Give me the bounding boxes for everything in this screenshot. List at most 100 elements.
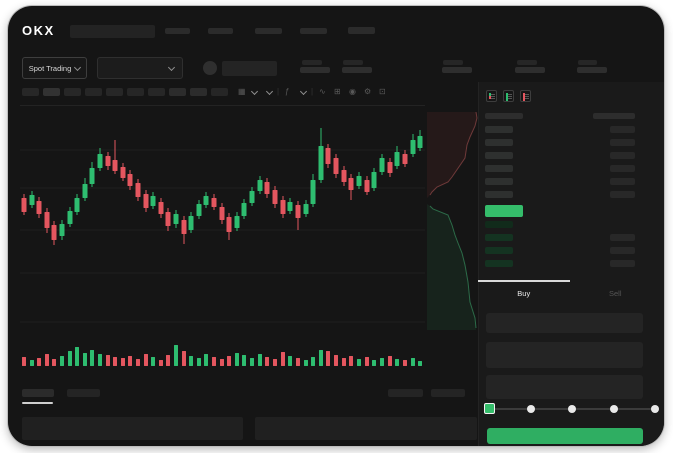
timeframe-button[interactable] <box>64 88 81 96</box>
timeframe-button[interactable] <box>85 88 102 96</box>
okx-logo[interactable]: OKX <box>22 23 55 38</box>
fullscreen-icon[interactable]: ⊡ <box>379 87 386 96</box>
candlestick-chart[interactable] <box>20 110 425 330</box>
slider-stop-dot[interactable] <box>609 405 618 413</box>
orderbook-header-block <box>593 113 635 119</box>
toolbar-divider: | <box>277 87 280 96</box>
bid-row-price-block[interactable] <box>485 247 513 254</box>
timeframe-button[interactable] <box>169 88 186 96</box>
nav-menu-item[interactable] <box>300 28 327 34</box>
indicators-icon[interactable]: ƒ <box>285 87 290 96</box>
bid-row-price-block[interactable] <box>485 234 513 241</box>
volume-chart <box>22 345 422 366</box>
bid-row-amount-block[interactable] <box>610 260 635 267</box>
chevron-down-icon <box>265 87 274 96</box>
bid-row-price-block[interactable] <box>485 221 513 228</box>
slider-stop-dot[interactable] <box>651 405 659 413</box>
chart-type-icon[interactable]: ▦ <box>238 87 246 96</box>
tab-sell[interactable]: Sell <box>608 288 622 298</box>
bottom-tab-block[interactable] <box>67 389 100 397</box>
market-type-selector[interactable]: Spot Trading <box>22 57 87 79</box>
timeframe-button[interactable] <box>106 88 123 96</box>
camera-snapshot-icon[interactable]: ◉ <box>349 87 356 96</box>
bid-row-amount-block[interactable] <box>610 234 635 241</box>
ask-row-amount-block[interactable] <box>610 152 635 159</box>
interval-caret-icon[interactable] <box>265 86 274 98</box>
orderbook-buys-view-icon[interactable] <box>503 90 514 102</box>
toolbar-divider-line <box>20 105 425 106</box>
order-form-field[interactable] <box>486 342 643 368</box>
bottom-tab-block[interactable] <box>388 389 423 397</box>
timeframe-button[interactable] <box>22 88 39 96</box>
timeframe-button[interactable] <box>211 88 228 96</box>
nav-menu-item[interactable] <box>348 27 375 34</box>
ticker-stat-block <box>342 67 372 73</box>
tab-buy[interactable]: Buy <box>517 288 531 298</box>
user-label-block <box>222 61 277 76</box>
bottom-tab-block[interactable] <box>22 389 54 397</box>
nav-menu-item[interactable] <box>165 28 190 34</box>
avatar[interactable] <box>203 61 217 75</box>
ticker-stat-block <box>442 67 472 73</box>
app-window: OKX Spot Trading Buy Sell ▦ | ƒ | ∿ ⊞ ◉ ⚙ ⊡ <box>8 6 664 446</box>
ticker-stat-block <box>515 67 545 73</box>
ask-row-price-block[interactable] <box>485 152 513 159</box>
depth-chart[interactable] <box>427 112 478 330</box>
ticker-stat-block <box>302 60 322 65</box>
nav-menu-item[interactable] <box>255 28 282 34</box>
bottom-tab-active-indicator <box>22 402 53 404</box>
orderbook-header-block <box>485 113 523 119</box>
ticker-stat-block <box>578 60 597 65</box>
ticker-stat-block <box>517 60 537 65</box>
ask-row-price-block[interactable] <box>485 139 513 146</box>
ticker-stat-block <box>443 60 463 65</box>
last-price-badge[interactable] <box>485 205 523 217</box>
trading-pair-dropdown[interactable] <box>97 57 183 79</box>
line-tool-icon[interactable]: ∿ <box>319 87 326 96</box>
ticker-stat-block <box>577 67 607 73</box>
chevron-down-icon <box>167 63 176 71</box>
ticker-stat-block <box>343 60 363 65</box>
ask-row-amount-block[interactable] <box>610 178 635 185</box>
ask-row-amount-block[interactable] <box>610 126 635 133</box>
ask-row-price-block[interactable] <box>485 191 513 198</box>
orderbook-combined-view-icon[interactable] <box>486 90 497 102</box>
orderbook-sells-view-icon[interactable] <box>520 90 531 102</box>
bottom-tab-block[interactable] <box>431 389 465 397</box>
trade-tabs: Buy Sell <box>478 284 661 302</box>
ask-row-amount-block[interactable] <box>610 191 635 198</box>
nav-menu-item[interactable] <box>208 28 233 34</box>
indicators-caret-icon[interactable] <box>299 86 308 98</box>
toolbar-divider: | <box>311 87 314 96</box>
nav-search-block[interactable] <box>70 25 155 38</box>
compare-icon[interactable]: ⊞ <box>334 87 341 96</box>
order-form-field[interactable] <box>486 375 643 399</box>
bottom-panel-block <box>255 417 477 440</box>
chevron-down-icon <box>74 63 82 71</box>
slider-handle[interactable] <box>483 403 495 414</box>
order-form-field[interactable] <box>486 313 643 333</box>
ask-row-price-block[interactable] <box>485 178 513 185</box>
ask-row-amount-block[interactable] <box>610 139 635 146</box>
chart-type-caret-icon[interactable] <box>250 86 259 98</box>
chart-settings-icon[interactable]: ⚙ <box>364 87 372 96</box>
timeframe-button[interactable] <box>43 88 60 96</box>
bottom-panel-block <box>22 417 243 440</box>
ask-row-price-block[interactable] <box>485 165 513 172</box>
timeframe-button[interactable] <box>127 88 144 96</box>
slider-stop-dot[interactable] <box>568 405 576 413</box>
slider-stop-dot[interactable] <box>526 405 535 413</box>
buy-tab-indicator <box>478 280 570 282</box>
ask-row-price-block[interactable] <box>485 126 513 133</box>
market-type-label: Spot Trading <box>28 63 72 73</box>
ask-row-amount-block[interactable] <box>610 165 635 172</box>
bid-row-price-block[interactable] <box>485 260 513 267</box>
timeframe-button[interactable] <box>190 88 207 96</box>
timeframe-button[interactable] <box>148 88 165 96</box>
bid-row-amount-block[interactable] <box>610 247 635 254</box>
chevron-down-icon <box>250 87 259 96</box>
buy-submit-button[interactable] <box>487 428 643 444</box>
ticker-stat-block <box>300 67 330 73</box>
chevron-down-icon <box>299 87 308 96</box>
